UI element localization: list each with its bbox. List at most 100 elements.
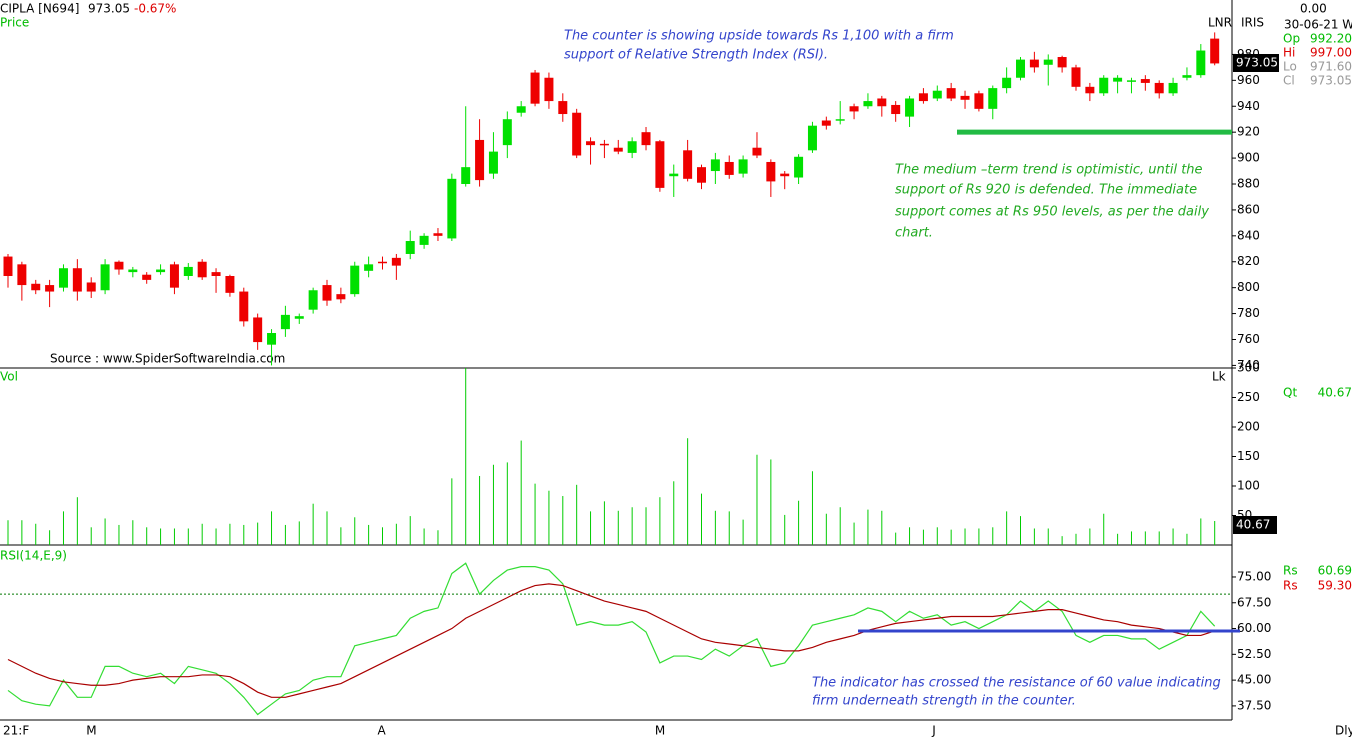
rsi-line [7, 562, 1216, 716]
y-tick-label: 900 [1237, 151, 1260, 165]
candle-body [1210, 38, 1220, 64]
y-tick-label: 37.50 [1237, 698, 1271, 712]
candle-body [1154, 82, 1164, 94]
candle-body [475, 139, 485, 181]
candle-body [1126, 80, 1136, 82]
info-value: 971.60 [1310, 60, 1352, 74]
panel-label: RSI(14,E,9) [0, 549, 67, 563]
candle-body [211, 272, 221, 276]
y-tick-label: 780 [1237, 306, 1260, 320]
candle-body [586, 141, 596, 146]
candle-body [1043, 59, 1053, 65]
x-tick-label: A [377, 724, 386, 738]
candle-body [1085, 86, 1095, 94]
info-label: Lo [1283, 60, 1297, 74]
x-tick-label: J [931, 724, 936, 738]
info-value: 992.20 [1310, 32, 1352, 46]
y-tick-label: 100 [1237, 479, 1260, 493]
candle-body [267, 333, 277, 345]
candle-body [447, 178, 457, 239]
y-tick-label: 45.00 [1237, 673, 1271, 687]
candle-body [1140, 79, 1150, 83]
candle-body [114, 261, 124, 270]
candle-body [405, 241, 415, 254]
y-tick-label: 880 [1237, 177, 1260, 191]
info-label: Cl [1283, 74, 1295, 88]
annotation: support of Relative Strength Index (RSI)… [564, 48, 828, 63]
candle-body [364, 264, 374, 271]
frequency: Dly [1335, 724, 1352, 738]
y-tick-label: 50 [1237, 508, 1252, 522]
annotation: The indicator has crossed the resistance… [812, 676, 1221, 691]
info-value: 0.00 [1300, 2, 1327, 16]
candle-body [1113, 77, 1123, 82]
y-tick-label: 800 [1237, 280, 1260, 294]
info-value: 973.05 [1310, 74, 1352, 88]
x-tick-label: 21:F [3, 724, 29, 738]
candle-body [641, 132, 651, 146]
candle-body [516, 106, 526, 113]
candle-body [932, 90, 942, 99]
candle-body [197, 261, 207, 278]
candle-body [391, 257, 401, 266]
candle-body [239, 291, 249, 322]
candle-body [821, 120, 831, 126]
candle-body [377, 261, 387, 264]
candle-body [308, 290, 318, 310]
candle-body [1002, 77, 1012, 89]
y-tick-label: 250 [1237, 390, 1260, 404]
candle-body [655, 141, 665, 188]
info-value: 60.69 [1318, 564, 1352, 578]
candle-body [974, 93, 984, 109]
vol-box-text: 40.67 [1236, 518, 1270, 532]
candle-body [253, 317, 263, 343]
candle-body [169, 264, 179, 288]
candle-body [86, 282, 96, 292]
last-price: 973.05 [88, 2, 130, 16]
candle-body [710, 159, 720, 172]
candle-body [530, 72, 540, 104]
candle-body [1029, 59, 1039, 68]
y-tick-label: 300 [1237, 361, 1260, 375]
candle-body [794, 156, 804, 178]
y-tick-label: 67.50 [1237, 595, 1271, 609]
panel-label: Vol [0, 370, 18, 384]
candle-body [877, 98, 887, 107]
candle-body [294, 316, 304, 319]
source: Source : www.SpiderSoftwareIndia.com [50, 352, 285, 366]
candle-body [697, 167, 706, 183]
annotation: support comes at Rs 950 levels, as per t… [895, 205, 1209, 220]
candle-body [738, 159, 748, 174]
candle-body [419, 235, 429, 245]
candle-body [960, 95, 970, 100]
candle-body [502, 119, 512, 146]
change: -0.67% [134, 2, 176, 16]
candle-body [183, 266, 193, 276]
candle-body [1168, 82, 1178, 94]
candle-body [1099, 77, 1109, 94]
candle-body [558, 101, 568, 115]
candle-body [3, 256, 13, 276]
candle-body [572, 112, 582, 156]
candle-body [863, 101, 873, 107]
candle-body [128, 269, 138, 273]
vol-box [1233, 516, 1277, 534]
date: 30-06-21 We [1284, 18, 1352, 32]
annotation: The medium –term trend is optimistic, un… [895, 163, 1203, 178]
y-tick-label: 920 [1237, 125, 1260, 139]
x-tick-label: M [86, 724, 96, 738]
y-tick-label: 980 [1237, 47, 1260, 61]
candle-body [807, 125, 817, 151]
rsi-line [7, 583, 1215, 698]
candle-body [1057, 57, 1067, 68]
candle-body [156, 269, 166, 273]
candle-body [599, 143, 609, 146]
price-box-text: 973.05 [1236, 56, 1278, 70]
y-tick-label: 75.00 [1237, 569, 1271, 583]
candle-body [225, 276, 235, 293]
candle-body [988, 88, 998, 109]
candle-body [31, 283, 41, 291]
candle-body [627, 141, 637, 153]
candle-body [849, 106, 859, 112]
